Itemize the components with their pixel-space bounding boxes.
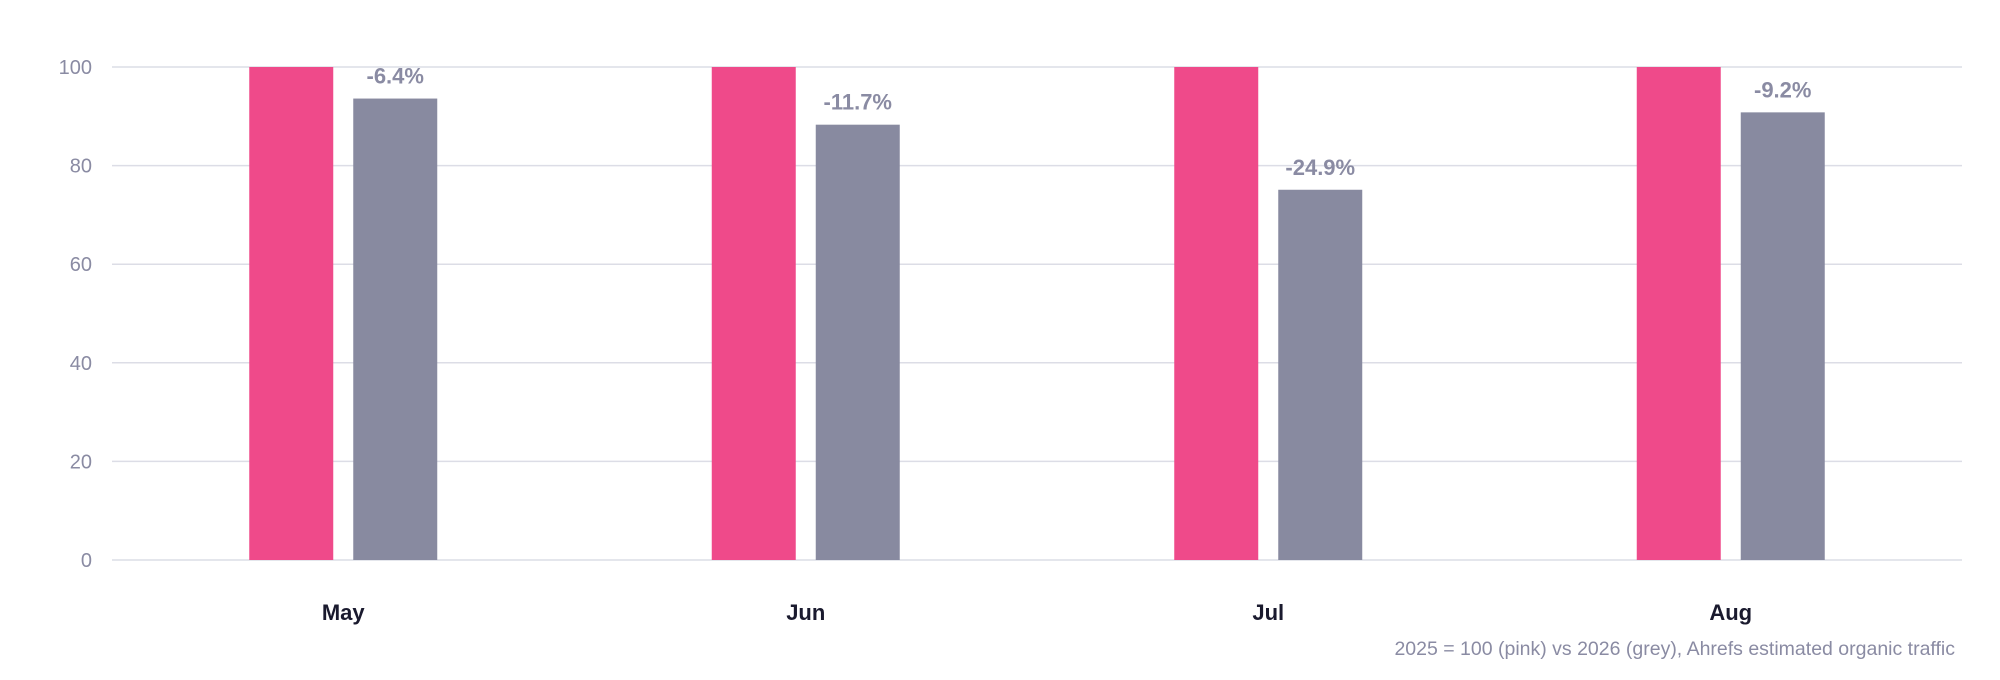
bar-2026 bbox=[815, 124, 900, 560]
y-axis-ticks: 0 20 40 60 80 100 bbox=[59, 57, 92, 572]
y-tick-label: 60 bbox=[70, 254, 92, 276]
y-tick-label: 20 bbox=[70, 451, 92, 473]
data-label: -24.9% bbox=[1285, 155, 1355, 180]
data-label: -11.7% bbox=[824, 90, 893, 115]
y-tick-label: 80 bbox=[70, 156, 92, 178]
bar-2025 bbox=[1636, 67, 1721, 560]
bar-2026 bbox=[1278, 189, 1363, 560]
bar-2026 bbox=[1740, 112, 1825, 560]
bar-2025 bbox=[711, 67, 796, 560]
data-labels: -6.4% -11.7% -24.9% -9.2% bbox=[367, 64, 1812, 180]
category-label: Aug bbox=[1709, 600, 1752, 625]
bar-2026 bbox=[353, 98, 438, 560]
bar-2025 bbox=[249, 67, 334, 560]
x-axis-categories: May Jun Jul Aug bbox=[322, 600, 1752, 625]
category-label: May bbox=[322, 600, 366, 625]
bar-2025 bbox=[1174, 67, 1259, 560]
data-label: -6.4% bbox=[367, 64, 424, 89]
category-label: Jun bbox=[786, 600, 825, 625]
y-tick-label: 100 bbox=[59, 57, 92, 79]
bars bbox=[249, 67, 1825, 560]
category-label: Jul bbox=[1252, 600, 1284, 625]
chart-footnote: 2025 = 100 (pink) vs 2026 (grey), Ahrefs… bbox=[1394, 638, 1955, 660]
y-tick-label: 40 bbox=[70, 353, 92, 375]
data-label: -9.2% bbox=[1754, 77, 1811, 102]
y-tick-label: 0 bbox=[81, 550, 92, 572]
